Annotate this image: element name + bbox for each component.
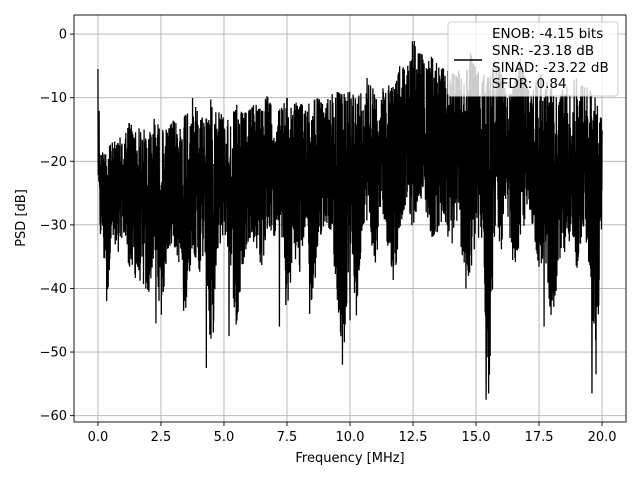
x-tick-label: 20.0 bbox=[588, 430, 617, 445]
y-tick-label: 0 bbox=[59, 28, 67, 43]
y-tick-label: −10 bbox=[40, 91, 67, 106]
y-tick-label: −40 bbox=[40, 282, 67, 297]
plot-area bbox=[97, 41, 603, 400]
y-tick-label: −60 bbox=[40, 409, 67, 424]
legend-enob: ENOB: -4.15 bits bbox=[492, 26, 603, 42]
x-tick-label: 2.5 bbox=[151, 430, 172, 445]
legend-box bbox=[447, 21, 619, 97]
x-tick-label: 17.5 bbox=[525, 430, 554, 445]
x-axis-label: Frequency [MHz] bbox=[295, 451, 404, 466]
series-layer bbox=[97, 41, 603, 400]
x-tick-label: 5.0 bbox=[214, 430, 235, 445]
x-axis-ticks: 0.0 2.5 5.0 7.5 10.0 12.5 15.0 17.5 20.0 bbox=[88, 422, 617, 445]
x-tick-label: 12.5 bbox=[399, 430, 428, 445]
y-axis-ticks: 0 −10 −20 −30 −40 −50 −60 bbox=[40, 28, 74, 424]
y-axis-label: PSD [dB] bbox=[14, 189, 29, 247]
x-tick-label: 15.0 bbox=[462, 430, 491, 445]
legend-snr: SNR: -23.18 dB bbox=[492, 43, 594, 59]
y-tick-label: −50 bbox=[40, 346, 67, 361]
psd-series-line bbox=[97, 41, 603, 400]
legend-sinad: SINAD: -23.22 dB bbox=[492, 60, 609, 76]
x-tick-label: 0.0 bbox=[88, 430, 109, 445]
x-tick-label: 7.5 bbox=[277, 430, 298, 445]
legend: ENOB: -4.15 bits SNR: -23.18 dB SINAD: -… bbox=[447, 21, 619, 97]
x-tick-label: 10.0 bbox=[336, 430, 365, 445]
y-tick-label: −20 bbox=[40, 155, 67, 170]
legend-sfdr: SFDR: 0.84 bbox=[492, 76, 567, 92]
y-tick-label: −30 bbox=[40, 218, 67, 233]
